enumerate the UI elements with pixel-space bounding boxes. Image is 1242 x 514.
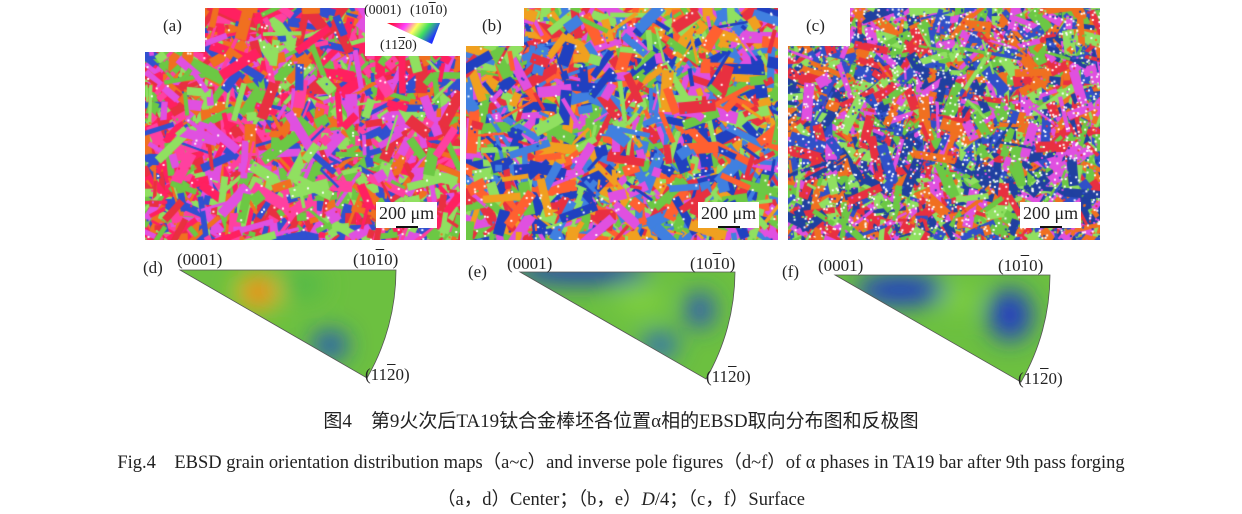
caption-chinese: 图4 第9火次后TA19钛合金棒坯各位置α相的EBSD取向分布图和反极图 (323, 411, 919, 432)
legend-0001: (0001) (364, 3, 402, 18)
ipf-d-0001: (0001) (177, 250, 223, 269)
legend-10-10: (1010) (410, 3, 448, 18)
legend-11-20: (1120) (380, 38, 417, 53)
ipf-e-10-10: (1010) (690, 254, 736, 273)
ebsd-map-b (466, 8, 778, 240)
ipf-e-0001: (0001) (507, 254, 553, 273)
caption-english: Fig.4 EBSD grain orientation distributio… (117, 453, 1125, 473)
scale-bar-b: 200 μm (698, 202, 760, 228)
ipf-f-11-20: (1120) (1018, 369, 1063, 388)
panel-label-d: (d) (143, 258, 163, 277)
ipf-f-0001: (0001) (818, 256, 864, 275)
ipf-d-10-10: (1010) (353, 250, 399, 269)
caption-subpanels: （a，d）Center；（b，e）D/4；（c，f）Surface (437, 490, 805, 510)
ebsd-map-c (788, 8, 1100, 240)
scale-bar-c: 200 μm (1020, 202, 1082, 228)
panel-label-e: (e) (468, 262, 487, 281)
ipf-d-11-20: (1120) (365, 365, 410, 384)
panel-label-a: (a) (163, 16, 182, 35)
panel-label-b: (b) (482, 16, 502, 35)
panel-label-c: (c) (806, 16, 825, 35)
ipf-e-11-20: (1120) (706, 367, 751, 386)
panel-label-f: (f) (782, 262, 799, 281)
ipf-f-10-10: (1010) (998, 256, 1044, 275)
scale-bar-a: 200 μm (376, 202, 438, 228)
